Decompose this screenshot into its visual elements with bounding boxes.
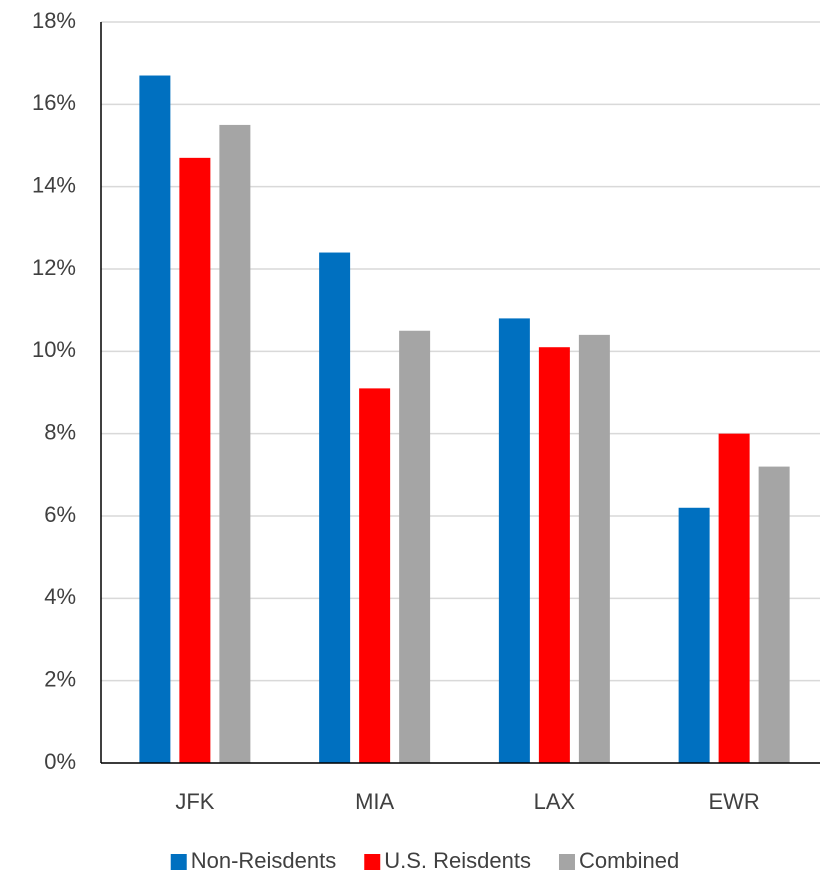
legend-swatch: [364, 854, 381, 870]
bar: [359, 388, 391, 763]
y-tick-label: 4%: [44, 584, 76, 609]
y-tick-label: 6%: [44, 502, 76, 527]
y-tick-label: 18%: [32, 8, 76, 33]
y-tick-label: 16%: [32, 90, 76, 115]
bar: [219, 124, 251, 763]
legend-label: Combined: [579, 848, 679, 873]
bar: [399, 330, 431, 763]
x-tick-label: LAX: [534, 789, 576, 814]
x-tick-label: JFK: [175, 789, 214, 814]
y-tick-label: 8%: [44, 419, 76, 444]
y-tick-label: 10%: [32, 337, 76, 362]
legend-swatch: [170, 854, 187, 870]
y-tick-label: 0%: [44, 749, 76, 774]
x-tick-label: EWR: [708, 789, 759, 814]
legend-label: U.S. Reisdents: [384, 848, 531, 873]
bar: [179, 157, 211, 764]
y-tick-label: 2%: [44, 666, 76, 691]
bar: [538, 347, 570, 763]
legend-label: Non-Reisdents: [191, 848, 337, 873]
legend-swatch: [558, 854, 575, 870]
x-tick-label: MIA: [355, 789, 394, 814]
bar: [718, 433, 750, 763]
bar: [139, 75, 171, 764]
bar: [319, 252, 351, 764]
y-tick-label: 14%: [32, 172, 76, 197]
bar: [678, 507, 710, 763]
bar: [758, 466, 790, 763]
bar: [578, 334, 610, 763]
y-tick-label: 12%: [32, 255, 76, 280]
bar: [498, 318, 530, 763]
